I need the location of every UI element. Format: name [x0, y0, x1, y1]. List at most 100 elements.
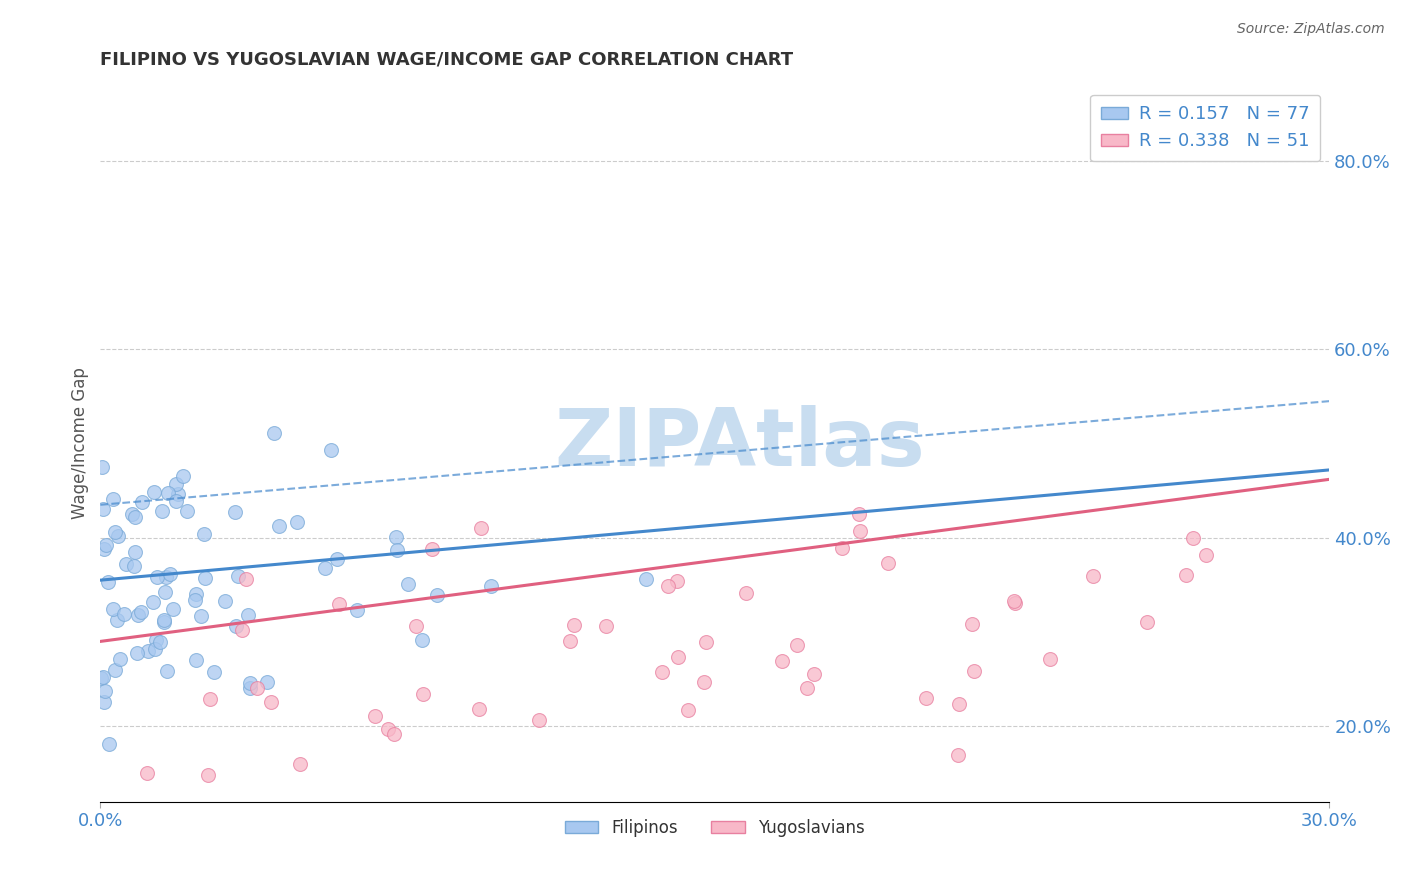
- Point: [256, 675, 278, 690]
- Point: [156, 664, 179, 678]
- Point: [676, 703, 699, 717]
- Point: [948, 697, 970, 711]
- Point: [136, 644, 159, 658]
- Point: [94, 538, 117, 552]
- Point: [184, 653, 207, 667]
- Point: [104, 663, 127, 677]
- Point: [214, 594, 236, 608]
- Point: [157, 485, 180, 500]
- Point: [162, 601, 184, 615]
- Point: [263, 425, 285, 440]
- Point: [382, 726, 405, 740]
- Point: [693, 674, 716, 689]
- Point: [165, 477, 187, 491]
- Point: [735, 585, 758, 599]
- Text: Source: ZipAtlas.com: Source: ZipAtlas.com: [1237, 22, 1385, 37]
- Point: [467, 702, 489, 716]
- Legend: Filipinos, Yugoslavians: Filipinos, Yugoslavians: [558, 812, 872, 843]
- Point: [153, 585, 176, 599]
- Point: [150, 504, 173, 518]
- Point: [848, 507, 870, 521]
- Point: [1039, 652, 1062, 666]
- Point: [267, 518, 290, 533]
- Point: [176, 503, 198, 517]
- Point: [239, 675, 262, 690]
- Point: [259, 695, 281, 709]
- Text: ZIPAtlas: ZIPAtlas: [554, 405, 925, 483]
- Point: [666, 650, 689, 665]
- Point: [770, 654, 793, 668]
- Point: [149, 635, 172, 649]
- Point: [135, 766, 157, 780]
- Point: [197, 768, 219, 782]
- Point: [90, 460, 112, 475]
- Point: [326, 551, 349, 566]
- Point: [786, 638, 808, 652]
- Point: [796, 681, 818, 695]
- Point: [159, 567, 181, 582]
- Point: [155, 570, 177, 584]
- Point: [184, 593, 207, 607]
- Point: [190, 609, 212, 624]
- Point: [377, 722, 399, 736]
- Point: [193, 526, 215, 541]
- Point: [665, 574, 688, 588]
- Point: [153, 615, 176, 630]
- Point: [107, 613, 129, 627]
- Point: [228, 568, 250, 582]
- Point: [107, 529, 129, 543]
- Point: [198, 692, 221, 706]
- Point: [112, 607, 135, 621]
- Point: [831, 541, 853, 555]
- Point: [385, 530, 408, 544]
- Point: [124, 545, 146, 559]
- Point: [115, 558, 138, 572]
- Point: [104, 524, 127, 539]
- Point: [165, 494, 187, 508]
- Point: [124, 509, 146, 524]
- Point: [405, 619, 427, 633]
- Point: [184, 586, 207, 600]
- Point: [101, 602, 124, 616]
- Point: [346, 603, 368, 617]
- Point: [235, 572, 257, 586]
- Text: FILIPINO VS YUGOSLAVIAN WAGE/INCOME GAP CORRELATION CHART: FILIPINO VS YUGOSLAVIAN WAGE/INCOME GAP …: [100, 51, 793, 69]
- Point: [1002, 594, 1025, 608]
- Point: [90, 671, 112, 685]
- Point: [411, 633, 433, 648]
- Point: [125, 646, 148, 660]
- Point: [426, 589, 449, 603]
- Point: [121, 507, 143, 521]
- Point: [131, 495, 153, 509]
- Point: [481, 579, 503, 593]
- Point: [145, 642, 167, 657]
- Point: [172, 469, 194, 483]
- Point: [202, 665, 225, 679]
- Point: [529, 714, 551, 728]
- Point: [110, 652, 132, 666]
- Y-axis label: Wage/Income Gap: Wage/Income Gap: [72, 368, 89, 519]
- Point: [319, 443, 342, 458]
- Point: [803, 667, 825, 681]
- Point: [915, 691, 938, 706]
- Point: [1175, 568, 1198, 582]
- Point: [93, 695, 115, 709]
- Point: [98, 737, 121, 751]
- Point: [145, 633, 167, 648]
- Point: [328, 597, 350, 611]
- Point: [314, 561, 336, 575]
- Point: [651, 665, 673, 679]
- Point: [1136, 615, 1159, 629]
- Point: [558, 633, 581, 648]
- Point: [142, 484, 165, 499]
- Point: [288, 756, 311, 771]
- Point: [239, 681, 262, 695]
- Point: [194, 571, 217, 585]
- Point: [420, 541, 443, 556]
- Point: [285, 515, 308, 529]
- Point: [127, 608, 149, 623]
- Point: [634, 572, 657, 586]
- Point: [93, 542, 115, 557]
- Point: [142, 595, 165, 609]
- Point: [595, 619, 617, 633]
